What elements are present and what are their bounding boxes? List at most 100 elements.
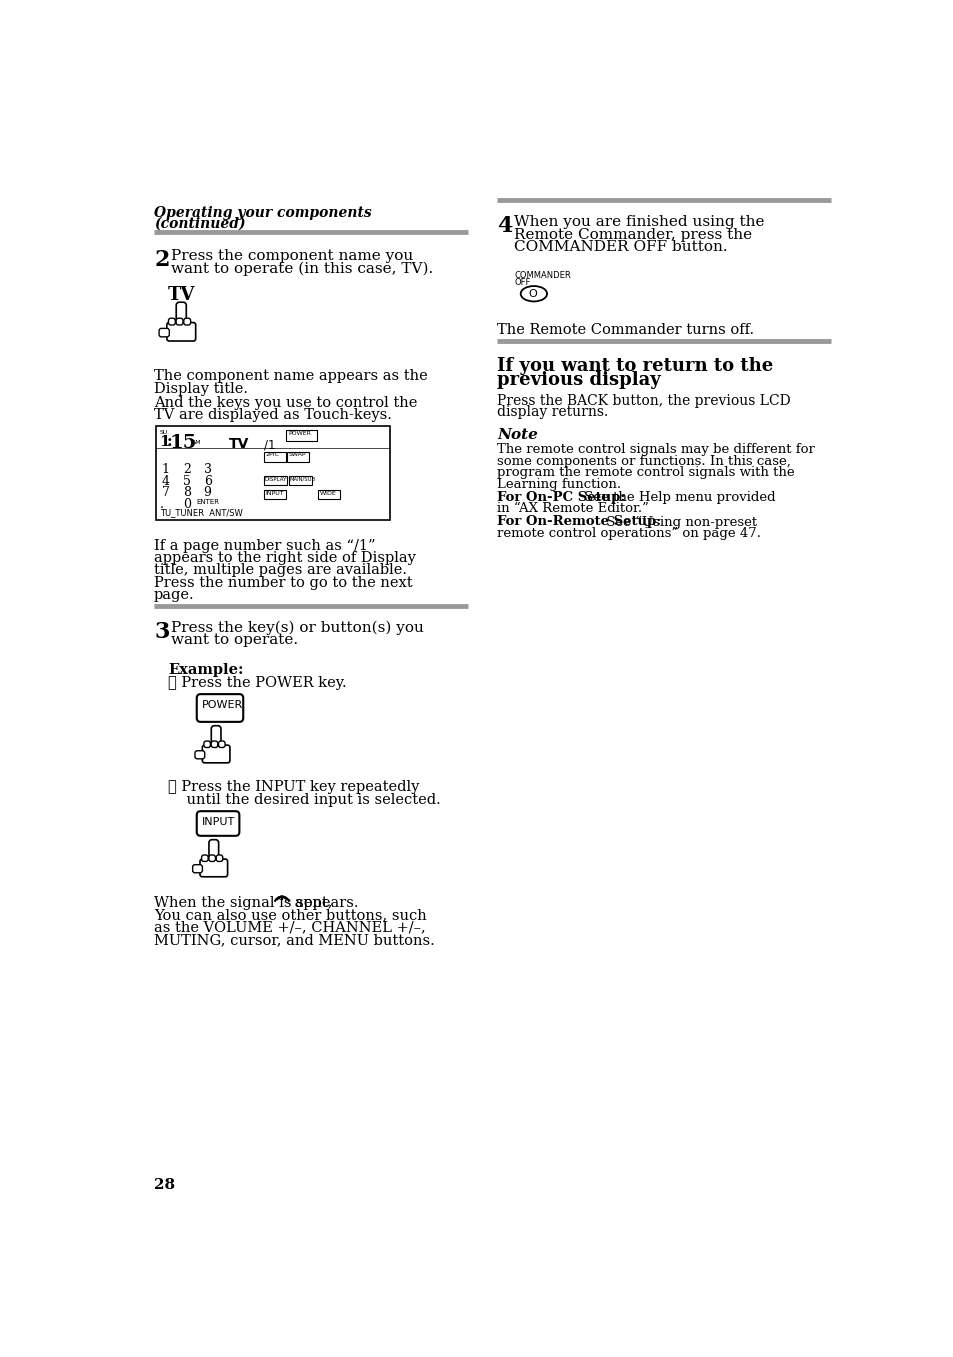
FancyBboxPatch shape [176,319,183,326]
Text: The Remote Commander turns off.: The Remote Commander turns off. [497,323,754,337]
Text: The remote control signals may be different for: The remote control signals may be differ… [497,444,815,456]
Text: 2PIC: 2PIC [266,452,279,457]
Text: For On-Remote Setup:: For On-Remote Setup: [497,516,661,528]
Text: 2: 2 [154,250,170,271]
Bar [318,490,340,499]
Text: If a page number such as “/1”: If a page number such as “/1” [154,539,375,552]
Text: For On-PC Setup:: For On-PC Setup: [497,491,625,503]
Text: previous display: previous display [497,370,660,388]
Text: INPUT: INPUT [201,817,234,826]
Text: Press the BACK button, the previous LCD: Press the BACK button, the previous LCD [497,394,790,408]
Text: appears to the right side of Display: appears to the right side of Display [154,551,416,565]
FancyBboxPatch shape [201,855,208,862]
Bar [289,476,312,486]
Text: Press the number to go to the next: Press the number to go to the next [154,575,413,589]
Text: WIDE: WIDE [319,491,336,495]
Bar [155,426,390,520]
FancyBboxPatch shape [209,855,215,862]
Text: You can also use other buttons, such: You can also use other buttons, such [154,908,426,923]
Text: remote control operations” on page 47.: remote control operations” on page 47. [497,527,760,540]
Text: as the VOLUME +/–, CHANNEL +/–,: as the VOLUME +/–, CHANNEL +/–, [154,920,425,935]
FancyBboxPatch shape [204,741,211,748]
Text: 15: 15 [170,434,196,452]
Text: SWAP: SWAP [289,452,306,457]
Text: Operating your components: Operating your components [154,206,372,220]
Text: OFF: OFF [514,278,530,288]
Text: in “AX Remote Editor.”: in “AX Remote Editor.” [497,502,649,516]
Text: 4: 4 [497,216,513,237]
FancyBboxPatch shape [194,750,205,759]
Text: 3: 3 [204,463,212,476]
Text: until the desired input is selected.: until the desired input is selected. [168,792,440,806]
Text: Note: Note [497,429,537,442]
Text: 1: 1 [162,463,170,476]
Text: .: . [159,498,163,510]
Text: When the signal is sent,: When the signal is sent, [154,896,333,911]
Text: COMMANDER OFF button.: COMMANDER OFF button. [514,240,727,254]
FancyBboxPatch shape [218,741,225,748]
FancyBboxPatch shape [211,741,217,748]
Text: (continued): (continued) [154,217,246,231]
Text: 0: 0 [183,498,191,510]
FancyBboxPatch shape [167,323,195,341]
FancyBboxPatch shape [159,328,169,337]
Text: Press the component name you: Press the component name you [171,250,413,263]
FancyBboxPatch shape [211,726,221,750]
Text: want to operate (in this case, TV).: want to operate (in this case, TV). [171,262,433,275]
Text: MAIN/SUB: MAIN/SUB [290,478,315,482]
FancyBboxPatch shape [184,319,191,326]
Bar [264,476,287,486]
Text: Example:: Example: [168,664,243,677]
Text: POWER: POWER [201,699,242,710]
Text: And the keys you use to control the: And the keys you use to control the [154,396,417,410]
Text: TV: TV [168,286,195,304]
FancyBboxPatch shape [216,855,222,862]
Text: :: : [167,434,172,449]
Text: Learning function.: Learning function. [497,478,621,491]
Text: 4: 4 [162,475,170,487]
Text: See “Using non-preset: See “Using non-preset [601,516,757,529]
Text: 5: 5 [183,475,191,487]
Text: The component name appears as the: The component name appears as the [154,369,428,383]
FancyBboxPatch shape [196,811,239,836]
Text: 8: 8 [183,486,191,499]
Text: When you are finished using the: When you are finished using the [514,216,764,229]
Text: /1: /1 [264,438,275,452]
Bar [286,430,316,441]
Text: ② Press the INPUT key repeatedly: ② Press the INPUT key repeatedly [168,780,419,794]
Text: TV are displayed as Touch-keys.: TV are displayed as Touch-keys. [154,408,392,422]
Text: 28: 28 [154,1178,175,1191]
Text: SU: SU [159,430,168,436]
Text: some components or functions. In this case,: some components or functions. In this ca… [497,455,790,468]
Text: DISPLAY: DISPLAY [265,478,287,482]
Text: title, multiple pages are available.: title, multiple pages are available. [154,563,407,577]
Text: 2: 2 [183,463,191,476]
FancyBboxPatch shape [200,859,228,877]
Text: want to operate.: want to operate. [171,634,298,647]
Text: program the remote control signals with the: program the remote control signals with … [497,467,794,479]
Text: POWER: POWER [288,430,311,436]
Bar [264,452,286,461]
Text: TV: TV [229,437,250,451]
Text: ENTER: ENTER [195,499,219,505]
Text: TU_TUNER  ANT/SW: TU_TUNER ANT/SW [159,509,242,517]
Text: 7: 7 [162,486,170,499]
Text: ① Press the POWER key.: ① Press the POWER key. [168,676,346,689]
Text: display returns.: display returns. [497,406,608,419]
Text: appears.: appears. [290,896,358,911]
Bar [264,490,286,499]
Text: Display title.: Display title. [154,381,248,395]
Text: page.: page. [154,588,194,603]
Text: 3: 3 [154,622,170,643]
FancyBboxPatch shape [196,695,243,722]
Text: 6: 6 [204,475,212,487]
Text: Remote Commander, press the: Remote Commander, press the [514,228,752,242]
FancyBboxPatch shape [193,864,202,873]
Text: O: O [528,289,537,299]
Ellipse shape [520,286,546,301]
Text: AM: AM [192,440,201,445]
FancyBboxPatch shape [176,303,186,327]
Text: 1: 1 [159,436,170,449]
Bar [287,452,309,461]
Text: MUTING, cursor, and MENU buttons.: MUTING, cursor, and MENU buttons. [154,932,435,947]
